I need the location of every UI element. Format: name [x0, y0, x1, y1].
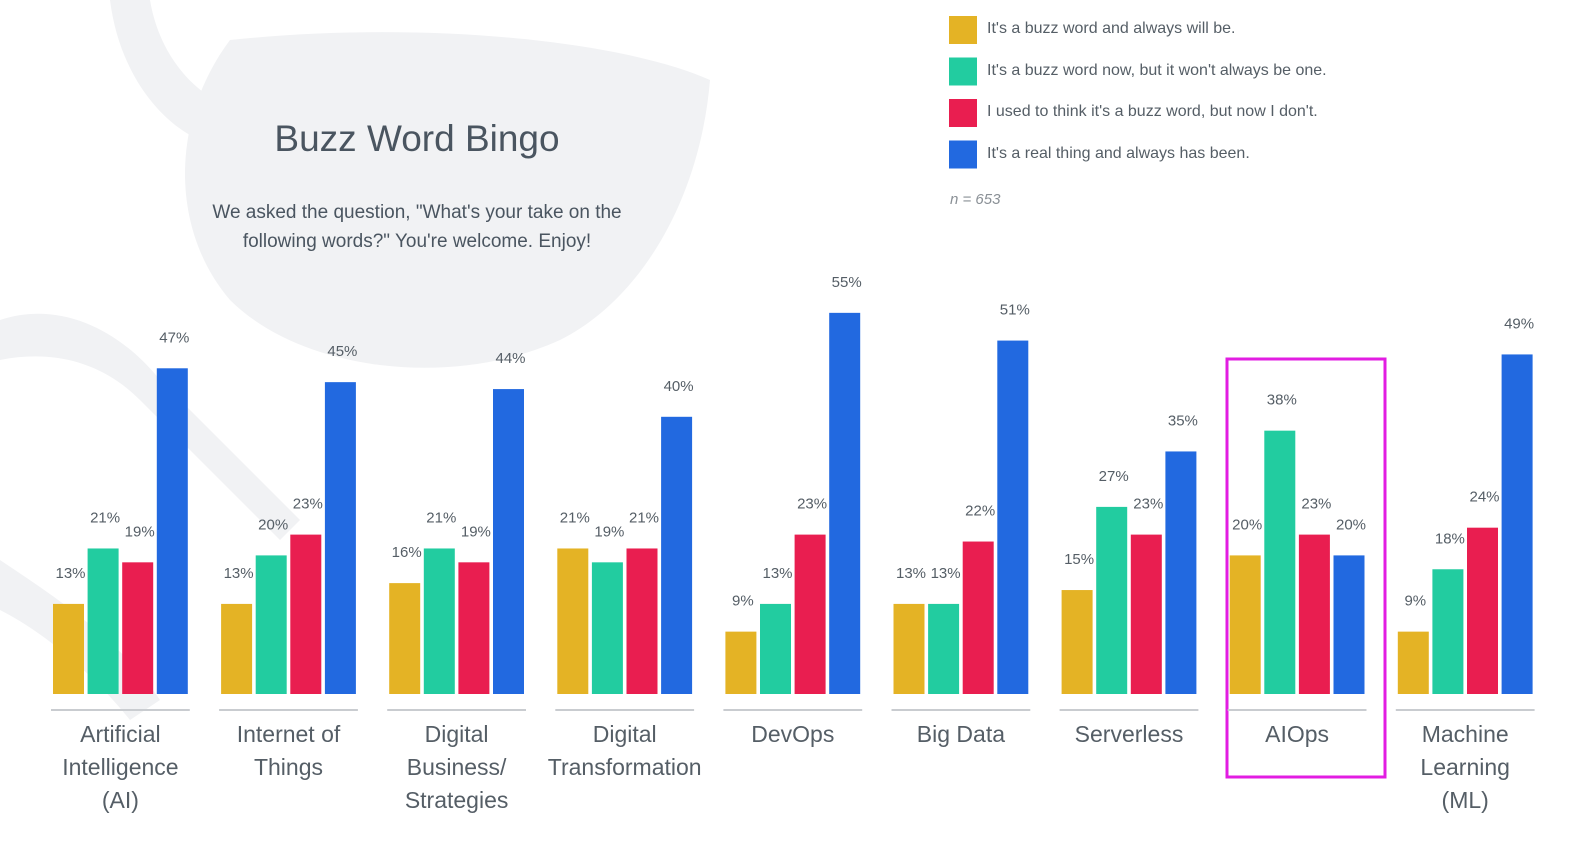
bar: [255, 555, 287, 694]
chart-title: Buzz Word Bingo: [274, 118, 560, 159]
legend-swatch: [949, 16, 977, 44]
bar: [493, 389, 524, 694]
value-label: 23%: [1133, 496, 1163, 513]
bar: [794, 534, 826, 694]
bar: [1432, 569, 1464, 694]
chart-subtitle: We asked the question, "What's your take…: [212, 202, 622, 252]
x-tick-label: Big Data: [916, 721, 1005, 747]
bar: [1096, 506, 1128, 694]
value-label: 19%: [461, 523, 491, 540]
value-label: 20%: [258, 516, 288, 533]
bar: [557, 548, 589, 694]
sample-note: n = 653: [950, 191, 1001, 208]
bar: [156, 368, 188, 694]
x-tick-label: DevOps: [751, 721, 835, 747]
value-label: 23%: [293, 496, 323, 513]
x-tick-label: AIOps: [1265, 721, 1330, 747]
value-label: 21%: [560, 509, 590, 526]
bar: [725, 631, 757, 694]
value-label: 22%: [965, 503, 995, 520]
bar: [893, 603, 925, 694]
value-label: 18%: [1435, 530, 1465, 547]
value-label: 21%: [629, 509, 659, 526]
bar: [87, 548, 119, 694]
bar: [1501, 354, 1533, 694]
legend-swatch: [949, 57, 977, 86]
bar: [1467, 527, 1498, 694]
value-label: 20%: [1232, 516, 1262, 533]
value-label: 19%: [125, 523, 155, 540]
bar: [458, 562, 490, 694]
highlight-box: [1225, 357, 1387, 779]
value-label: 51%: [1000, 302, 1030, 319]
value-label: 9%: [1404, 593, 1426, 610]
x-tick-label: Artificial Intelligence (AI): [62, 721, 179, 813]
value-label: 49%: [1504, 315, 1534, 332]
value-label: 13%: [224, 565, 254, 582]
bar: [829, 312, 861, 694]
value-label: 55%: [832, 274, 862, 291]
bar: [1298, 534, 1330, 694]
bar: [1397, 631, 1429, 694]
legend-swatch: [949, 140, 977, 169]
value-label: 23%: [797, 496, 827, 513]
bar: [626, 548, 658, 694]
bar: [1333, 555, 1365, 694]
bar: [1229, 555, 1261, 694]
bar: [962, 541, 994, 694]
bar: [661, 416, 693, 694]
bar: [221, 603, 253, 694]
x-tick-label: Serverless: [1074, 721, 1184, 747]
value-label: 35%: [1168, 412, 1198, 429]
bar: [389, 583, 421, 694]
value-label: 20%: [1336, 516, 1366, 533]
bar: [928, 603, 960, 694]
bar: [324, 382, 356, 694]
value-label: 13%: [55, 565, 85, 582]
x-tick-label: Digital Business/ Strategies: [404, 721, 509, 813]
value-label: 9%: [732, 593, 754, 610]
value-label: 38%: [1267, 392, 1297, 409]
bar: [591, 562, 623, 694]
value-label: 23%: [1301, 496, 1331, 513]
value-label: 21%: [426, 509, 456, 526]
value-label: 24%: [1469, 489, 1499, 506]
x-tick-label: Machine Learning (ML): [1420, 721, 1510, 813]
bar: [1061, 590, 1093, 694]
bar: [122, 562, 154, 694]
bar: [423, 548, 455, 694]
value-label: 13%: [931, 565, 961, 582]
value-label: 16%: [392, 544, 422, 561]
bar: [997, 340, 1029, 694]
x-tick-label: Internet of Things: [236, 721, 341, 780]
bar: [1165, 451, 1197, 694]
legend-label: It's a buzz word now, but it won't alway…: [987, 61, 1327, 79]
value-label: 47%: [159, 329, 189, 346]
bar: [290, 534, 322, 694]
value-label: 15%: [1064, 551, 1094, 568]
x-tick-label: Digital Transformation: [547, 721, 702, 780]
value-label: 45%: [327, 343, 357, 360]
legend-label: It's a real thing and always has been.: [987, 144, 1250, 162]
bar: [1130, 534, 1162, 694]
value-label: 21%: [90, 509, 120, 526]
bar: [53, 603, 84, 694]
bar: [1264, 430, 1296, 694]
legend-label: It's a buzz word and always will be.: [987, 20, 1236, 37]
legend-swatch: [949, 99, 977, 127]
value-label: 19%: [594, 523, 624, 540]
bar: [760, 603, 791, 694]
value-label: 44%: [495, 350, 525, 367]
value-label: 13%: [896, 565, 926, 582]
value-label: 13%: [762, 565, 792, 582]
value-label: 40%: [664, 378, 694, 395]
legend-label: I used to think it's a buzz word, but no…: [987, 103, 1318, 120]
value-label: 27%: [1099, 468, 1129, 485]
